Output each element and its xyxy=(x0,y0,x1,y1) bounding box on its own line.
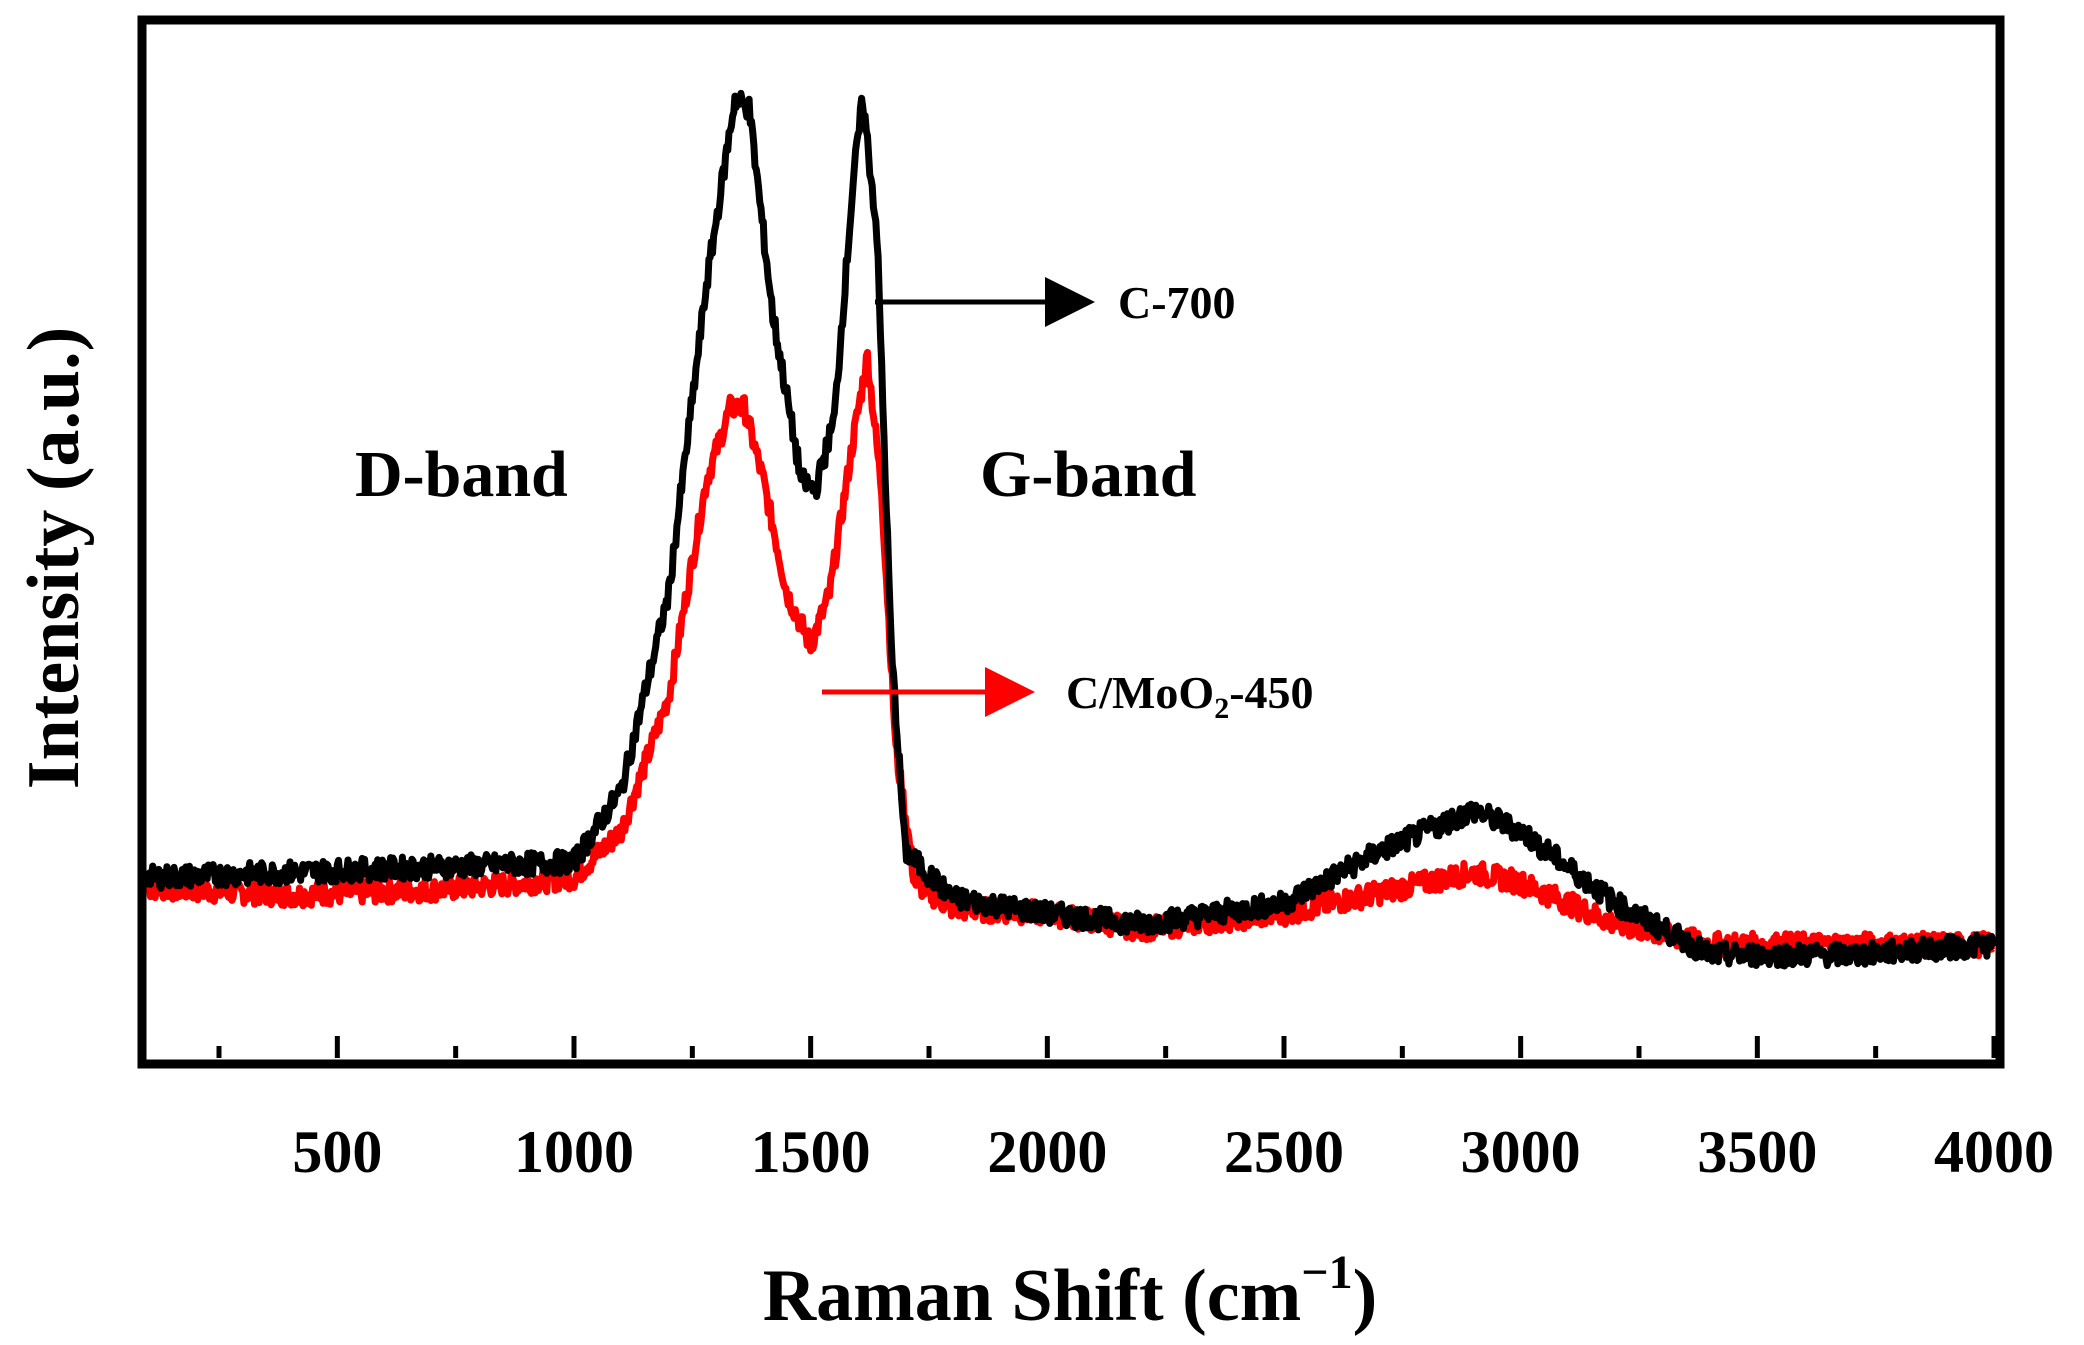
x-tick-label: 4000 xyxy=(1934,1119,2054,1185)
x-tick-label: 2000 xyxy=(987,1119,1107,1185)
plot-frame xyxy=(137,15,2005,1069)
x-tick-label: 2500 xyxy=(1224,1119,1344,1185)
d-band-label: D-band xyxy=(355,438,568,511)
cmoo2-label-suffix: -450 xyxy=(1229,667,1313,718)
x-axis-unit-exp: −1 xyxy=(1301,1246,1352,1299)
g-band-label: G-band xyxy=(980,438,1196,511)
series-layer xyxy=(144,89,1998,970)
y-axis-title: Intensity (a.u.) xyxy=(13,327,95,790)
x-ticks xyxy=(216,1036,1997,1058)
x-tick-label: 1500 xyxy=(751,1119,871,1185)
x-tick-labels: 500 1000 1500 2000 2500 3000 3500 4000 xyxy=(292,1119,2054,1185)
cmoo2-label-prefix: C/MoO xyxy=(1066,667,1214,718)
c700-label: C-700 xyxy=(1118,277,1236,328)
cmoo2-label-sub: 2 xyxy=(1214,692,1229,725)
x-tick-label: 3000 xyxy=(1461,1119,1581,1185)
x-tick-label: 500 xyxy=(292,1119,382,1185)
x-axis-title: Raman Shift (cm−1) xyxy=(763,1246,1378,1337)
x-tick-label: 3500 xyxy=(1697,1119,1817,1185)
x-axis-unit-base: cm xyxy=(1207,1255,1302,1337)
series-line-c700 xyxy=(144,89,1998,970)
x-axis-title-main: Raman Shift xyxy=(763,1255,1164,1337)
cmoo2-label: C/MoO2-450 xyxy=(1066,667,1314,725)
x-tick-label: 1000 xyxy=(514,1119,634,1185)
